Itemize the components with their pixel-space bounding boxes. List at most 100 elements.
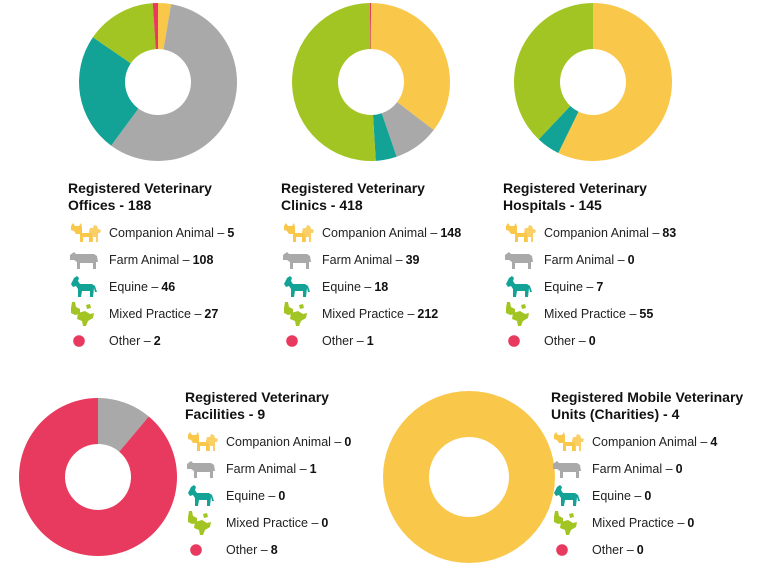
legend-label: Companion Animal –	[226, 435, 342, 450]
chart-title: Registered Veterinary Hospitals - 145	[503, 180, 676, 214]
legend-item-mixed-practice: Mixed Practice –0	[551, 509, 743, 536]
legend-item-other: Other –1	[281, 327, 461, 354]
chart-title: Registered Veterinary Offices - 188	[68, 180, 234, 214]
chart-title-line-1: Registered Veterinary	[68, 180, 212, 196]
slice-farm-animal	[111, 4, 237, 162]
cat-and-dog-icon	[503, 221, 539, 245]
legend-value: 7	[596, 279, 604, 294]
legend-label: Farm Animal –	[226, 462, 307, 477]
chart-legend-block-5: Registered Mobile Veterinary Units (Chari…	[551, 389, 743, 563]
legend-value: 0	[321, 515, 329, 530]
cow-icon	[68, 248, 104, 272]
legend: Companion Animal –5 Farm Animal –108 Equin…	[68, 220, 234, 354]
legend: Companion Animal –4 Farm Animal –0 Equine …	[551, 429, 743, 563]
legend-value: 4	[710, 435, 718, 450]
legend-label: Equine –	[322, 279, 372, 294]
mixed-animals-icon	[185, 510, 221, 535]
horse-icon	[185, 484, 221, 508]
mixed-animals-icon	[68, 301, 104, 326]
chart-legend-block-2: Registered Veterinary Clinics - 418 Compan…	[281, 180, 461, 354]
legend-item-mixed-practice: Mixed Practice –55	[503, 300, 676, 327]
slice-equine	[372, 113, 397, 161]
horse-icon	[281, 275, 317, 299]
legend-value: 0	[687, 515, 695, 530]
horse-icon	[503, 275, 539, 299]
legend-item-other: Other –8	[185, 536, 351, 563]
legend-label: Companion Animal –	[109, 226, 225, 241]
legend-value: 148	[440, 226, 462, 241]
chart-title-line-2: Hospitals - 145	[503, 197, 602, 213]
legend-label: Companion Animal –	[544, 226, 660, 241]
chart-title-line-1: Registered Mobile Veterinary	[551, 389, 744, 405]
legend-value: 1	[309, 462, 317, 477]
legend-value: 5	[227, 226, 235, 241]
cat-and-dog-icon	[185, 430, 221, 454]
legend-value: 46	[161, 279, 176, 294]
legend-value: 0	[644, 488, 652, 503]
horse-icon	[551, 484, 587, 508]
legend-item-mixed-practice: Mixed Practice –27	[68, 300, 234, 327]
legend-item-mixed-practice: Mixed Practice –0	[185, 509, 351, 536]
legend-label: Other –	[109, 333, 151, 348]
chart-title-line-2: Clinics - 418	[281, 197, 363, 213]
legend-label: Companion Animal –	[592, 435, 708, 450]
legend: Companion Animal –0 Farm Animal –1 Equine …	[185, 429, 351, 563]
legend: Companion Animal –83 Farm Animal –0 Equine…	[503, 220, 676, 354]
legend-value: 0	[675, 462, 683, 477]
slice-mixed-practice	[514, 3, 593, 140]
legend-item-companion-animal: Companion Animal –83	[503, 220, 676, 247]
legend-label: Equine –	[544, 279, 594, 294]
chart-legend-block-3: Registered Veterinary Hospitals - 145 Comp…	[503, 180, 676, 354]
chart-title-line-2: Units (Charities) - 4	[551, 406, 680, 422]
legend: Companion Animal –148 Farm Animal –39 Equi…	[281, 220, 461, 354]
slice-companion-animal	[558, 3, 672, 161]
chart-title-line-1: Registered Veterinary	[185, 389, 329, 405]
dot-icon	[185, 538, 221, 562]
legend-item-equine: Equine –7	[503, 274, 676, 301]
legend-value: 8	[270, 542, 278, 557]
legend-label: Mixed Practice –	[544, 306, 637, 321]
legend-label: Farm Animal –	[109, 253, 190, 268]
legend-value: 18	[374, 279, 389, 294]
donut-chart-3	[514, 3, 672, 161]
cat-and-dog-icon	[68, 221, 104, 245]
legend-item-equine: Equine –0	[551, 483, 743, 510]
legend-item-farm-animal: Farm Animal –1	[185, 456, 351, 483]
legend-value: 0	[627, 253, 635, 268]
legend-item-other: Other –0	[551, 536, 743, 563]
donut-chart-2	[292, 3, 450, 161]
legend-label: Mixed Practice –	[226, 515, 319, 530]
legend-label: Equine –	[109, 279, 159, 294]
slice-other	[152, 3, 158, 50]
legend-label: Equine –	[592, 488, 642, 503]
legend-item-farm-animal: Farm Animal –108	[68, 247, 234, 274]
legend-value: 27	[204, 306, 219, 321]
cat-and-dog-icon	[281, 221, 317, 245]
cow-icon	[551, 457, 587, 481]
donut-chart-5	[383, 391, 555, 563]
legend-label: Farm Animal –	[322, 253, 403, 268]
legend-item-companion-animal: Companion Animal –4	[551, 429, 743, 456]
legend-item-companion-animal: Companion Animal –0	[185, 429, 351, 456]
legend-item-farm-animal: Farm Animal –0	[503, 247, 676, 274]
slice-mixed-practice	[292, 3, 376, 161]
legend-label: Other –	[544, 333, 586, 348]
legend-value: 0	[588, 333, 596, 348]
legend-item-mixed-practice: Mixed Practice –212	[281, 300, 461, 327]
legend-value: 39	[405, 253, 420, 268]
legend-label: Mixed Practice –	[322, 306, 415, 321]
slice-other	[369, 3, 371, 50]
legend-label: Other –	[226, 542, 268, 557]
mixed-animals-icon	[551, 510, 587, 535]
dot-icon	[551, 538, 587, 562]
legend-label: Farm Animal –	[544, 253, 625, 268]
dot-icon	[281, 329, 317, 353]
legend-item-other: Other –2	[68, 327, 234, 354]
chart-title-line-2: Offices - 188	[68, 197, 152, 213]
chart-legend-block-1: Registered Veterinary Offices - 188 Compan…	[68, 180, 234, 354]
slice-other	[19, 398, 178, 556]
slice-companion-animal	[158, 3, 172, 50]
legend-value: 0	[344, 435, 352, 450]
chart-title: Registered Veterinary Clinics - 418	[281, 180, 461, 214]
chart-legend-block-4: Registered Veterinary Facilities - 9 Compa…	[185, 389, 351, 563]
